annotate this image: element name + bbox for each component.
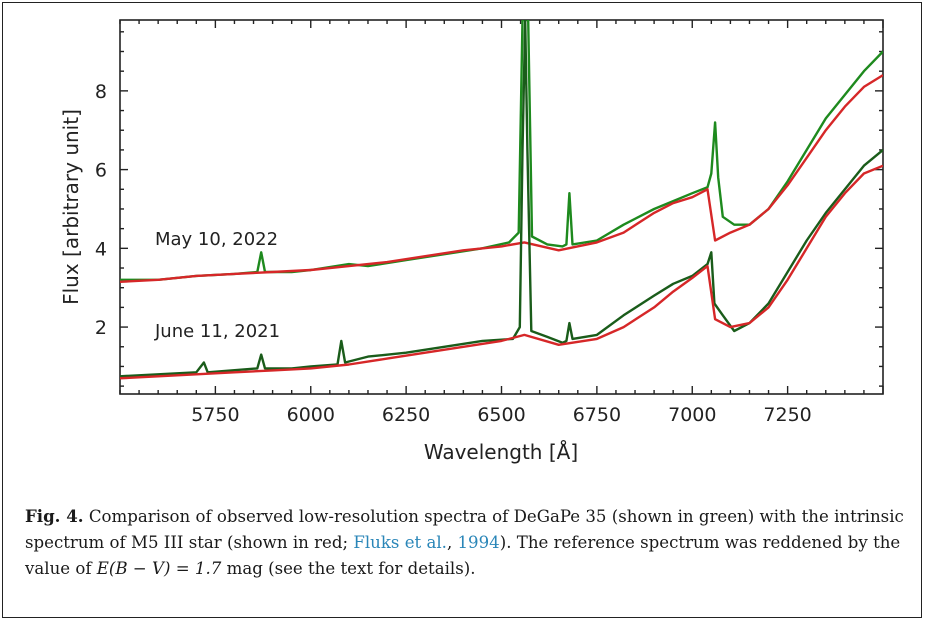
caption-text: ). The reference spectrum was reddened b… [25, 533, 901, 578]
caption-text: mag (see the text for details). [221, 559, 476, 578]
x-tick-label: 6500 [477, 404, 525, 426]
x-tick-label: 6750 [573, 404, 621, 426]
series-layer [120, 20, 883, 380]
caption-math: E(B − V) = 1.7 [96, 559, 222, 578]
y-tick-label: 2 [95, 317, 107, 339]
spectrum-line-3 [120, 164, 883, 380]
x-tick-label: 7250 [763, 404, 811, 426]
axis-ticks [119, 20, 884, 394]
y-tick-label: 6 [95, 160, 107, 182]
caption-text: Comparison of observed low-resolution sp… [25, 507, 904, 552]
citation-link[interactable]: Fluks et al. [353, 533, 447, 552]
spectra-chart: 5750 6000 6250 6500 6750 7000 7250 2 4 6… [59, 19, 884, 464]
x-tick-label: 6000 [287, 404, 335, 426]
x-tick-label: 7000 [668, 404, 716, 426]
annotation-june-2021: June 11, 2021 [154, 321, 280, 342]
y-axis-label: Flux [arbitrary unit] [59, 109, 83, 305]
spectrum-line-1 [120, 74, 883, 283]
citation-year-link[interactable]: 1994 [457, 533, 500, 552]
caption-label: Fig. 4. [25, 506, 84, 526]
y-tick-labels: 2 4 6 8 [95, 81, 107, 339]
x-tick-label: 5750 [191, 404, 239, 426]
annotation-may-2022: May 10, 2022 [155, 229, 278, 250]
y-tick-label: 4 [95, 238, 107, 260]
x-tick-label: 6250 [382, 404, 430, 426]
spectrum-line-2 [120, 20, 883, 378]
caption-text: , [446, 533, 458, 552]
plot-area [119, 19, 884, 395]
figure-caption: Fig. 4. Comparison of observed low-resol… [25, 503, 915, 582]
y-tick-label: 8 [95, 81, 107, 103]
x-tick-labels: 5750 6000 6250 6500 6750 7000 7250 [191, 404, 812, 426]
x-axis-label: Wavelength [Å] [424, 440, 578, 464]
